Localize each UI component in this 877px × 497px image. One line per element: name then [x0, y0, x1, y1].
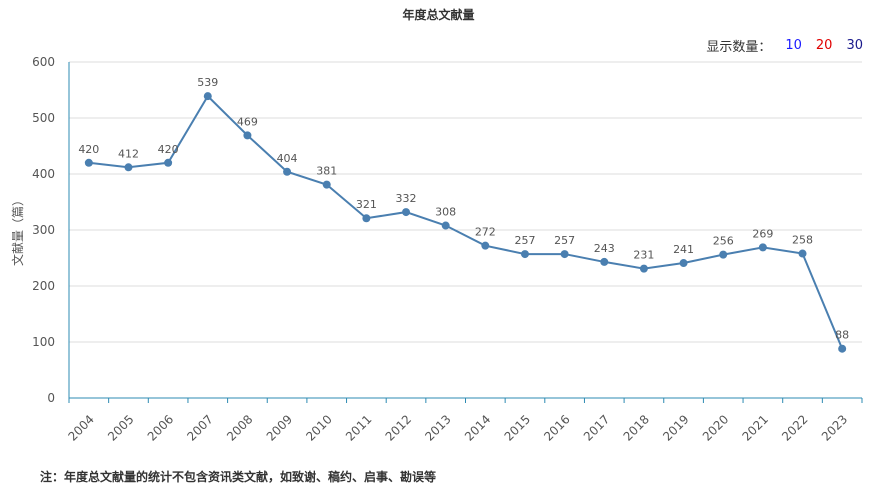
data-label: 269: [752, 227, 773, 240]
x-tick-label: 2007: [184, 412, 215, 443]
data-label: 404: [277, 152, 298, 165]
x-tick-label: 2011: [343, 412, 374, 443]
x-tick-label: 2022: [779, 412, 810, 443]
x-tick-label: 2014: [462, 412, 493, 443]
x-tick-label: 2004: [65, 412, 96, 443]
data-point[interactable]: [481, 241, 490, 250]
data-label: 272: [475, 226, 496, 239]
data-label: 243: [594, 242, 615, 255]
data-label: 257: [514, 234, 535, 247]
x-tick-label: 2012: [383, 412, 414, 443]
chart-title: 年度总文献量: [402, 8, 475, 22]
x-tick-label: 2006: [145, 412, 176, 443]
data-point[interactable]: [719, 250, 728, 259]
y-tick-label: 600: [32, 55, 55, 69]
display-count-option-30[interactable]: 30: [846, 38, 863, 53]
y-tick-label: 100: [32, 335, 55, 349]
data-point[interactable]: [124, 163, 133, 172]
y-axis-label: 文献量（篇）: [10, 194, 25, 266]
data-point[interactable]: [600, 257, 609, 266]
y-tick-label: 400: [32, 167, 55, 181]
y-tick-label: 300: [32, 223, 55, 237]
footnote: 注：年度总文献量的统计不包含资讯类文献，如致谢、稿约、启事、勘误等: [40, 470, 437, 484]
data-label: 381: [316, 165, 337, 178]
data-point[interactable]: [203, 92, 212, 101]
x-tick-label: 2015: [502, 412, 533, 443]
x-tick-label: 2013: [422, 412, 453, 443]
data-point[interactable]: [520, 250, 529, 259]
y-axis: 0 100 200 300 400 500 600: [32, 55, 70, 405]
data-point[interactable]: [560, 250, 569, 259]
display-count-option-10[interactable]: 10: [785, 38, 802, 53]
data-label: 88: [835, 329, 849, 342]
data-point[interactable]: [758, 243, 767, 252]
x-axis: 2004 2005 2006 2007 2008 2009 2010 2011 2012 2013…: [65, 397, 863, 444]
data-label: 256: [713, 235, 734, 248]
data-label: 469: [237, 115, 258, 128]
grid-lines: [69, 61, 862, 399]
data-point[interactable]: [798, 249, 807, 258]
x-tick-label: 2005: [105, 412, 136, 443]
data-label: 321: [356, 198, 377, 211]
data-point[interactable]: [639, 264, 648, 273]
data-label: 258: [792, 234, 813, 247]
data-point[interactable]: [402, 208, 411, 217]
y-tick-label: 0: [47, 391, 55, 405]
data-point[interactable]: [164, 158, 173, 167]
data-label: 420: [78, 143, 99, 156]
data-label: 412: [118, 147, 139, 160]
data-labels: 420 412 420 539 469 404 381 321 332 308 272 257 257 2…: [78, 76, 849, 342]
data-label: 257: [554, 234, 575, 247]
data-points: [84, 92, 847, 353]
series-line: [88, 94, 844, 350]
data-point[interactable]: [362, 214, 371, 223]
x-tick-label: 2020: [700, 412, 731, 443]
x-tick-label: 2017: [581, 412, 612, 443]
data-point[interactable]: [243, 131, 252, 140]
data-label: 231: [633, 249, 654, 262]
data-point[interactable]: [84, 158, 93, 167]
data-point[interactable]: [679, 259, 688, 268]
display-count-selector: 显示数量： 10 20 30: [706, 36, 863, 55]
data-point[interactable]: [838, 344, 847, 353]
x-tick-label: 2009: [264, 412, 295, 443]
x-tick-label: 2010: [303, 412, 334, 443]
data-label: 241: [673, 243, 694, 256]
data-label: 420: [158, 143, 179, 156]
x-tick-label: 2023: [819, 412, 850, 443]
display-count-option-20[interactable]: 20: [815, 38, 833, 53]
y-tick-label: 200: [32, 279, 55, 293]
x-tick-label: 2008: [224, 412, 255, 443]
x-tick-label: 2016: [541, 412, 572, 443]
display-count-label: 显示数量：: [706, 40, 772, 55]
series-line-group: [88, 94, 844, 350]
data-label: 308: [435, 206, 456, 219]
x-tick-label: 2018: [621, 412, 652, 443]
y-tick-label: 500: [32, 111, 55, 125]
x-tick-label: 2019: [660, 412, 691, 443]
data-label: 332: [396, 192, 417, 205]
data-label: 539: [197, 76, 218, 89]
data-point[interactable]: [322, 180, 331, 189]
data-point[interactable]: [283, 167, 292, 176]
data-point[interactable]: [441, 221, 450, 230]
x-tick-label: 2021: [739, 412, 770, 443]
